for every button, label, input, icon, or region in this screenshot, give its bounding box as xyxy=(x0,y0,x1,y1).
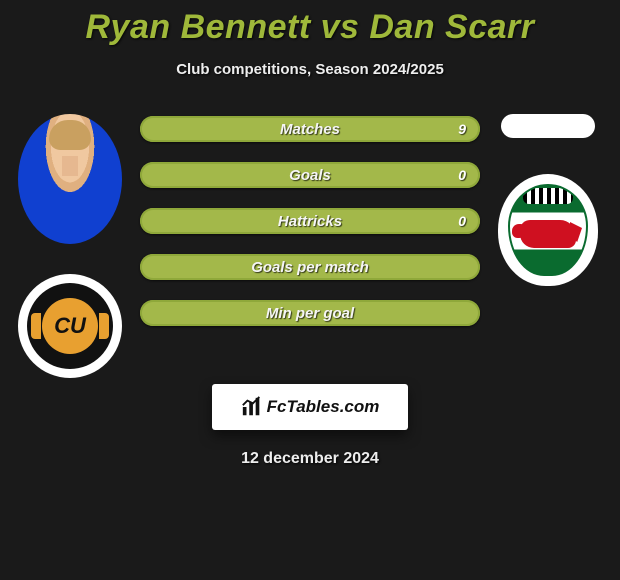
stat-label: Min per goal xyxy=(266,305,354,322)
club-badge-right-shield xyxy=(508,184,588,276)
club-badge-left: CU xyxy=(18,274,122,378)
stat-row-goals-per-match: Goals per match xyxy=(140,254,480,280)
stat-row-matches: Matches 9 xyxy=(140,116,480,142)
player-photo-right-placeholder xyxy=(501,114,595,138)
stat-row-min-per-goal: Min per goal xyxy=(140,300,480,326)
brand-badge[interactable]: FcTables.com xyxy=(212,384,408,430)
right-column xyxy=(498,114,598,286)
comparison-body: CU Matches 9 Goals 0 Hattricks 0 Goals p… xyxy=(0,114,620,326)
date-label: 12 december 2024 xyxy=(0,450,620,468)
stat-label: Matches xyxy=(280,121,340,138)
subtitle: Club competitions, Season 2024/2025 xyxy=(0,61,620,78)
club-badge-left-text: CU xyxy=(42,298,98,354)
stat-row-hattricks: Hattricks 0 xyxy=(140,208,480,234)
stat-value: 0 xyxy=(458,213,466,229)
brand-label: FcTables.com xyxy=(267,397,380,417)
dragon-icon xyxy=(520,220,576,248)
club-badge-left-inner: CU xyxy=(27,283,113,369)
player-photo-left xyxy=(18,114,122,244)
stat-label: Goals per match xyxy=(251,259,369,276)
stat-value: 0 xyxy=(458,167,466,183)
page-title: Ryan Bennett vs Dan Scarr xyxy=(0,0,620,47)
stat-value: 9 xyxy=(458,121,466,137)
chart-icon xyxy=(241,396,263,418)
stat-label: Goals xyxy=(289,167,331,184)
club-badge-right xyxy=(498,174,598,286)
stats-list: Matches 9 Goals 0 Hattricks 0 Goals per … xyxy=(140,114,480,326)
left-column: CU xyxy=(10,114,130,378)
stat-label: Hattricks xyxy=(278,213,342,230)
stat-row-goals: Goals 0 xyxy=(140,162,480,188)
